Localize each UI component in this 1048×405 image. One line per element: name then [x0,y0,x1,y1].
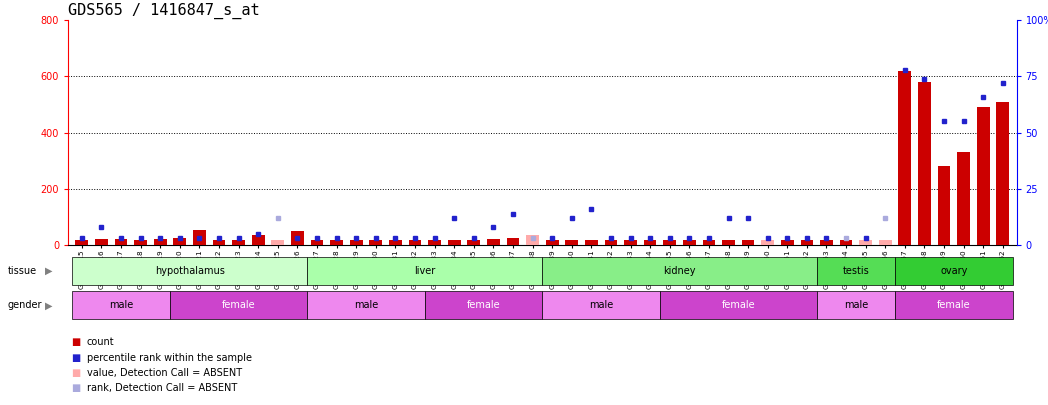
Text: ■: ■ [71,337,81,347]
Bar [801,240,813,245]
Text: hypothalamus: hypothalamus [155,266,224,276]
FancyBboxPatch shape [660,291,816,320]
Bar [271,240,284,245]
Bar [409,240,421,245]
Text: female: female [466,301,500,310]
Text: ■: ■ [71,353,81,362]
Bar [154,239,167,245]
Text: ovary: ovary [940,266,967,276]
Bar [389,240,401,245]
FancyBboxPatch shape [542,291,660,320]
Bar [193,230,205,245]
Text: tissue: tissue [7,266,37,276]
Bar [781,240,793,245]
Bar [761,240,774,245]
Bar [879,240,892,245]
Text: female: female [222,301,256,310]
Bar [918,82,931,245]
Text: ▶: ▶ [45,266,52,276]
Bar [859,240,872,245]
Text: female: female [937,301,970,310]
Bar [585,240,597,245]
Bar [957,152,970,245]
Bar [663,240,676,245]
Bar [447,240,460,245]
Bar [702,240,716,245]
Text: ■: ■ [71,368,81,378]
Bar [95,239,108,245]
Bar [467,240,480,245]
FancyBboxPatch shape [895,257,1012,285]
Bar [134,240,147,245]
Bar [565,240,578,245]
Bar [252,235,264,245]
Bar [821,240,833,245]
Bar [977,107,989,245]
FancyBboxPatch shape [307,257,542,285]
Text: female: female [721,301,756,310]
Bar [330,240,343,245]
Bar [506,238,520,245]
FancyBboxPatch shape [816,291,895,320]
Bar [546,240,559,245]
Bar [350,240,363,245]
Bar [898,71,911,245]
FancyBboxPatch shape [424,291,542,320]
Bar [643,240,656,245]
FancyBboxPatch shape [307,291,424,320]
FancyBboxPatch shape [170,291,307,320]
Bar [114,239,128,245]
Bar [839,240,852,245]
Bar [683,240,696,245]
Bar [938,166,951,245]
Text: liver: liver [414,266,435,276]
Bar [75,240,88,245]
Bar [722,240,735,245]
Bar [233,240,245,245]
Bar [429,240,441,245]
Text: percentile rank within the sample: percentile rank within the sample [87,353,252,362]
FancyBboxPatch shape [72,291,170,320]
Bar [487,239,500,245]
Bar [526,235,539,245]
Bar [174,238,187,245]
Text: male: male [844,301,868,310]
Text: GDS565 / 1416847_s_at: GDS565 / 1416847_s_at [68,3,260,19]
Text: value, Detection Call = ABSENT: value, Detection Call = ABSENT [87,368,242,378]
FancyBboxPatch shape [895,291,1012,320]
Bar [291,231,304,245]
Text: male: male [109,301,133,310]
Text: ▶: ▶ [45,301,52,310]
Bar [997,102,1009,245]
Bar [742,240,755,245]
Text: gender: gender [7,301,42,310]
Text: ■: ■ [71,384,81,393]
Text: count: count [87,337,114,347]
FancyBboxPatch shape [816,257,895,285]
Text: kidney: kidney [663,266,696,276]
Bar [605,240,617,245]
Text: male: male [354,301,378,310]
FancyBboxPatch shape [542,257,816,285]
Text: male: male [589,301,613,310]
Text: testis: testis [843,266,869,276]
FancyBboxPatch shape [72,257,307,285]
Bar [310,240,324,245]
Bar [369,240,383,245]
Bar [625,240,637,245]
Bar [213,240,225,245]
Text: rank, Detection Call = ABSENT: rank, Detection Call = ABSENT [87,384,237,393]
